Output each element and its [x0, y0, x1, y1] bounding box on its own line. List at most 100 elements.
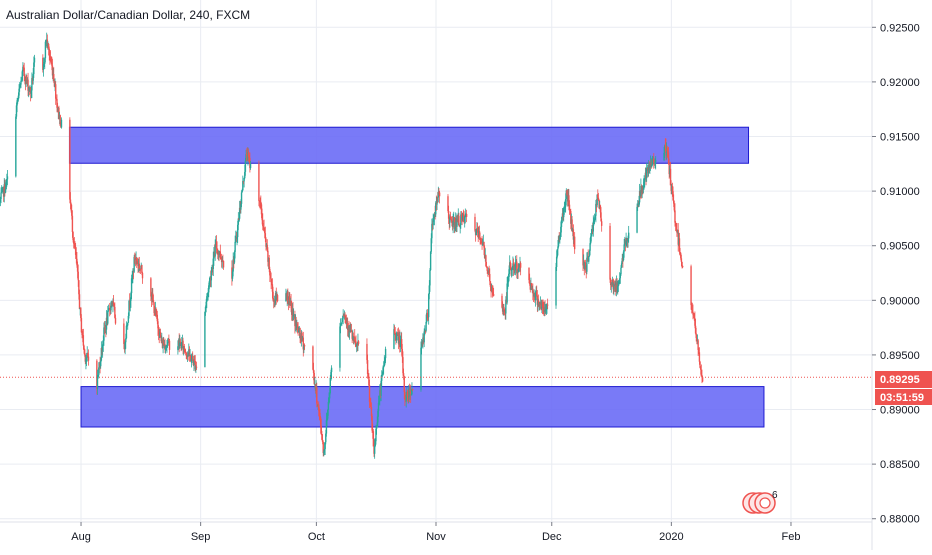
candle-body — [0, 192, 2, 200]
candle-body — [559, 236, 561, 241]
candle-body — [98, 367, 100, 376]
price-axis[interactable]: 0.92500 0.92000 0.91500 0.91000 0.90500 0.900… — [872, 22, 920, 526]
candle-body — [58, 107, 60, 119]
candle-body — [320, 425, 322, 435]
candle-body — [103, 327, 105, 341]
y-tick-label: 0.89000 — [880, 405, 920, 417]
candle-body — [698, 349, 700, 353]
candle-body — [400, 339, 403, 349]
price-badge-value: 0.89295 — [880, 374, 920, 386]
candle-body — [478, 231, 481, 238]
events-count: 6 — [772, 490, 778, 501]
candle-body — [572, 229, 575, 240]
candle-body — [322, 441, 324, 454]
support-zone[interactable] — [80, 386, 765, 428]
candle-body — [46, 39, 49, 48]
candle-body — [47, 43, 50, 49]
candle-body — [650, 162, 652, 167]
candle-body — [568, 195, 570, 205]
events-badge[interactable]: 6 — [742, 490, 778, 514]
x-tick-label: Dec — [542, 531, 562, 543]
candle-body — [590, 236, 592, 244]
candle-body — [700, 369, 703, 377]
candle-body — [181, 342, 183, 349]
candle-body — [236, 224, 239, 238]
candle-body — [695, 333, 697, 338]
candle-body — [349, 326, 351, 332]
candle-body — [375, 428, 377, 442]
candle-body — [378, 401, 380, 403]
candle-body — [393, 329, 396, 334]
candle-body — [665, 148, 668, 156]
candle-body — [411, 388, 413, 395]
candle-body — [87, 356, 90, 361]
candlesticks — [0, 32, 704, 459]
candle-body — [375, 427, 378, 429]
candle-body — [403, 376, 405, 393]
candle-body — [373, 445, 376, 454]
candle-body — [518, 265, 520, 273]
candle-body — [26, 76, 28, 82]
candle-body — [593, 219, 596, 221]
candle-body — [318, 404, 320, 411]
candle-body — [105, 317, 108, 330]
candle-body — [0, 199, 2, 203]
candle-body — [212, 258, 214, 269]
candle-body — [546, 304, 549, 306]
candle-body — [536, 292, 538, 296]
candle-body — [530, 283, 533, 289]
candle-body — [21, 71, 23, 81]
candle-body — [194, 360, 196, 370]
zone-layer[interactable] — [68, 126, 765, 428]
candle-body — [76, 265, 79, 272]
candle-body — [435, 202, 437, 215]
candle-body — [673, 203, 676, 211]
candle-body — [49, 57, 52, 62]
candle-body — [407, 396, 409, 398]
candle-body — [681, 261, 683, 267]
candle-body — [597, 194, 599, 198]
candle-body — [427, 317, 429, 319]
candle-body — [692, 311, 694, 315]
candle-body — [345, 317, 348, 324]
candle-body — [303, 345, 306, 347]
candle-body — [16, 100, 18, 106]
candle-body — [6, 179, 8, 181]
time-axis[interactable]: Aug Sep Oct Nov Dec 2020 Feb — [71, 522, 800, 543]
candle-body — [596, 194, 598, 206]
candle-body — [458, 215, 460, 226]
candle-body — [428, 285, 431, 295]
candle-body — [341, 318, 344, 323]
candle-body — [519, 263, 522, 268]
candle-body — [591, 229, 593, 235]
candle-body — [258, 201, 261, 203]
candle-body — [130, 293, 132, 301]
candle-body — [97, 375, 99, 377]
candle-body — [296, 324, 299, 328]
candle-body — [366, 360, 369, 375]
candle-body — [669, 168, 672, 186]
candle-body — [1, 188, 4, 193]
candle-body — [528, 280, 531, 284]
candle-body — [516, 261, 518, 274]
candle-body — [298, 330, 300, 333]
candle-body — [597, 197, 600, 200]
candle-body — [319, 412, 321, 418]
candle-body — [87, 353, 89, 357]
candle-body — [330, 367, 333, 373]
candle-body — [243, 177, 245, 182]
candle-body — [216, 248, 218, 250]
candle-body — [96, 360, 98, 389]
candle-body — [157, 321, 159, 329]
candle-body — [323, 451, 325, 454]
price-badge-bg — [875, 371, 932, 388]
candle-body — [617, 286, 619, 293]
candle-body — [42, 57, 44, 70]
candle-body — [480, 238, 482, 242]
candle-body — [621, 258, 623, 264]
y-tick-label: 0.90500 — [880, 241, 920, 253]
resistance-zone[interactable] — [68, 126, 750, 164]
candle-body — [204, 311, 206, 368]
